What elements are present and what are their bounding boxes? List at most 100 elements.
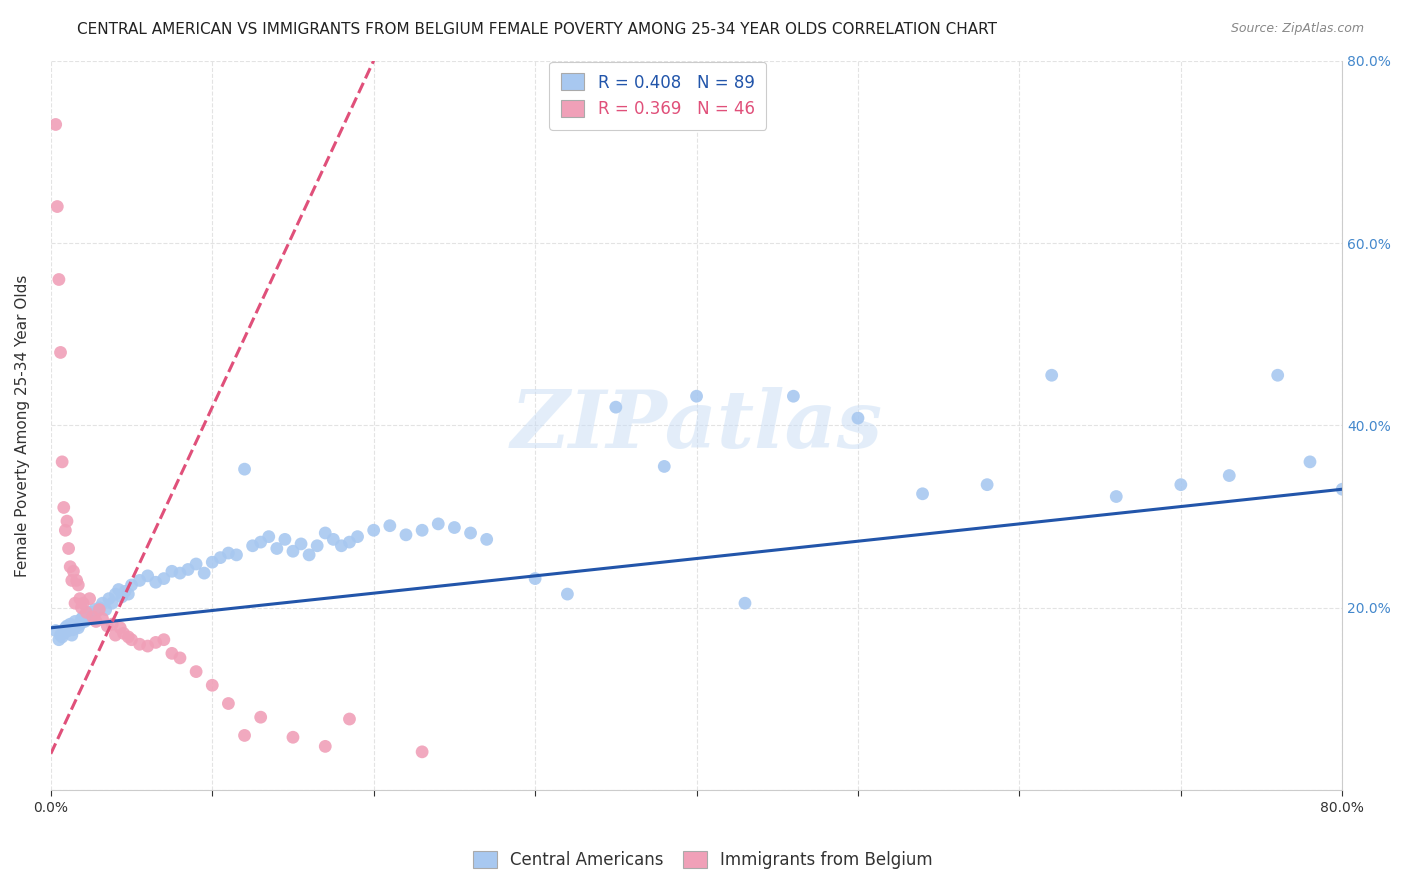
Point bbox=[233, 728, 256, 742]
Point bbox=[128, 574, 150, 588]
Point bbox=[52, 500, 75, 515]
Point bbox=[209, 550, 232, 565]
Point bbox=[84, 615, 107, 629]
Point bbox=[49, 628, 72, 642]
Point bbox=[79, 591, 101, 606]
Point bbox=[184, 665, 207, 679]
Point bbox=[84, 605, 107, 619]
Point bbox=[524, 572, 547, 586]
Point bbox=[257, 530, 280, 544]
Point bbox=[976, 477, 998, 491]
Point bbox=[911, 487, 934, 501]
Point bbox=[48, 272, 70, 286]
Point bbox=[91, 596, 114, 610]
Point bbox=[266, 541, 288, 556]
Point bbox=[307, 539, 329, 553]
Point bbox=[69, 591, 91, 606]
Point bbox=[184, 557, 207, 571]
Point bbox=[169, 566, 191, 581]
Point bbox=[557, 587, 579, 601]
Point bbox=[117, 587, 139, 601]
Point bbox=[82, 605, 104, 619]
Point bbox=[346, 530, 368, 544]
Point bbox=[79, 605, 101, 619]
Point bbox=[51, 630, 73, 644]
Point bbox=[314, 526, 336, 541]
Point bbox=[72, 596, 94, 610]
Point bbox=[217, 697, 239, 711]
Point bbox=[378, 518, 401, 533]
Point bbox=[91, 612, 114, 626]
Point bbox=[104, 628, 127, 642]
Point bbox=[110, 621, 132, 635]
Point bbox=[339, 535, 361, 549]
Point bbox=[101, 596, 124, 610]
Point bbox=[363, 523, 385, 537]
Point bbox=[58, 624, 80, 638]
Point bbox=[1170, 477, 1192, 491]
Point bbox=[114, 584, 136, 599]
Point bbox=[153, 572, 176, 586]
Text: CENTRAL AMERICAN VS IMMIGRANTS FROM BELGIUM FEMALE POVERTY AMONG 25-34 YEAR OLDS: CENTRAL AMERICAN VS IMMIGRANTS FROM BELG… bbox=[77, 22, 997, 37]
Point bbox=[281, 544, 304, 558]
Point bbox=[70, 600, 93, 615]
Point bbox=[121, 578, 143, 592]
Point bbox=[298, 548, 321, 562]
Point bbox=[63, 596, 86, 610]
Point bbox=[233, 462, 256, 476]
Point bbox=[72, 610, 94, 624]
Point bbox=[56, 514, 79, 528]
Point bbox=[1331, 482, 1354, 496]
Point bbox=[249, 535, 271, 549]
Point bbox=[59, 617, 82, 632]
Point bbox=[136, 639, 159, 653]
Point bbox=[145, 635, 167, 649]
Point bbox=[60, 574, 83, 588]
Point bbox=[652, 459, 675, 474]
Point bbox=[201, 678, 224, 692]
Point bbox=[177, 562, 200, 576]
Point bbox=[52, 626, 75, 640]
Point bbox=[66, 619, 89, 633]
Point bbox=[73, 615, 96, 629]
Point bbox=[67, 621, 90, 635]
Point bbox=[45, 624, 67, 638]
Point bbox=[96, 619, 118, 633]
Point bbox=[1218, 468, 1240, 483]
Point bbox=[1105, 490, 1128, 504]
Point bbox=[89, 602, 111, 616]
Point bbox=[89, 600, 111, 615]
Point bbox=[330, 539, 353, 553]
Legend: R = 0.408   N = 89, R = 0.369   N = 46: R = 0.408 N = 89, R = 0.369 N = 46 bbox=[550, 62, 766, 129]
Point bbox=[70, 612, 93, 626]
Legend: Central Americans, Immigrants from Belgium: Central Americans, Immigrants from Belgi… bbox=[463, 841, 943, 880]
Point bbox=[48, 632, 70, 647]
Point bbox=[104, 587, 127, 601]
Point bbox=[782, 389, 804, 403]
Point bbox=[128, 637, 150, 651]
Point bbox=[242, 539, 264, 553]
Point bbox=[322, 533, 344, 547]
Point bbox=[58, 541, 80, 556]
Point bbox=[56, 619, 79, 633]
Point bbox=[1267, 368, 1289, 383]
Point bbox=[69, 617, 91, 632]
Point bbox=[160, 646, 183, 660]
Point bbox=[411, 745, 433, 759]
Point bbox=[121, 632, 143, 647]
Point bbox=[153, 632, 176, 647]
Point bbox=[59, 559, 82, 574]
Point bbox=[217, 546, 239, 560]
Point bbox=[193, 566, 215, 581]
Point bbox=[101, 617, 124, 632]
Point bbox=[1040, 368, 1063, 383]
Y-axis label: Female Poverty Among 25-34 Year Olds: Female Poverty Among 25-34 Year Olds bbox=[15, 274, 30, 576]
Point bbox=[460, 526, 482, 541]
Point bbox=[605, 400, 627, 414]
Text: Source: ZipAtlas.com: Source: ZipAtlas.com bbox=[1230, 22, 1364, 36]
Point bbox=[77, 612, 100, 626]
Point bbox=[160, 564, 183, 578]
Point bbox=[82, 610, 104, 624]
Point bbox=[51, 455, 73, 469]
Point bbox=[66, 574, 89, 588]
